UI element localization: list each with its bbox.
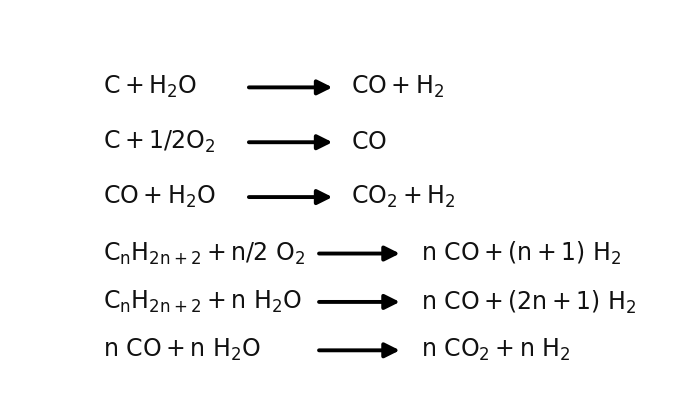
Text: $\mathregular{CO_2 + H_2}$: $\mathregular{CO_2 + H_2}$ — [351, 184, 456, 210]
Text: $\mathregular{n\ CO + (2n+1)\ H_2}$: $\mathregular{n\ CO + (2n+1)\ H_2}$ — [422, 288, 638, 316]
Text: $\mathregular{CO + H_2}$: $\mathregular{CO + H_2}$ — [351, 74, 444, 101]
Text: $\mathregular{C_nH_{2n+2} + n\ H_2O}$: $\mathregular{C_nH_{2n+2} + n\ H_2O}$ — [103, 289, 302, 315]
Text: $\mathregular{C_nH_{2n+2} + n/2\ O_2}$: $\mathregular{C_nH_{2n+2} + n/2\ O_2}$ — [103, 241, 305, 266]
Text: $\mathregular{CO}$: $\mathregular{CO}$ — [351, 130, 387, 154]
Text: $\mathregular{CO + H_2O}$: $\mathregular{CO + H_2O}$ — [103, 184, 216, 210]
Text: $\mathregular{n\ CO + n\ H_2O}$: $\mathregular{n\ CO + n\ H_2O}$ — [103, 337, 261, 363]
Text: $\mathregular{C + 1/2O_2}$: $\mathregular{C + 1/2O_2}$ — [103, 129, 216, 155]
Text: $\mathregular{C + H_2O}$: $\mathregular{C + H_2O}$ — [103, 74, 197, 101]
Text: $\mathregular{n\ CO + (n+1)\ H_2}$: $\mathregular{n\ CO + (n+1)\ H_2}$ — [422, 240, 622, 267]
Text: $\mathregular{n\ CO_2 + n\ H_2}$: $\mathregular{n\ CO_2 + n\ H_2}$ — [422, 337, 571, 363]
